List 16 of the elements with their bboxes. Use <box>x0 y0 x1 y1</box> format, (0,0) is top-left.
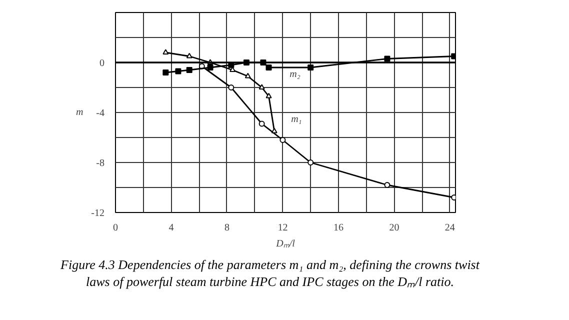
x-axis-title: Dₘ/l <box>275 238 296 250</box>
annotation: m₂ <box>290 69 301 80</box>
x-tick-label: 16 <box>333 222 344 234</box>
x-tick-label: 24 <box>444 222 455 234</box>
x-tick-label: 20 <box>389 222 400 234</box>
x-tick-label: 12 <box>278 222 288 234</box>
y-tick-label: -8 <box>96 158 105 169</box>
y-tick-label: 0 <box>100 58 104 69</box>
x-tick-label: 4 <box>168 222 174 234</box>
text: Figure 4.3 Dependencies of the parameters m₁ and m₂, defining the crowns twist laws of powerful steam turbine HPC and IPC stages on the Dₘ/l ratio. <box>60 257 480 291</box>
annotation: m₁ <box>291 114 302 125</box>
y-tick-label: -4 <box>96 108 105 119</box>
x-tick-label: 0 <box>113 222 118 234</box>
y-axis-title: m <box>76 107 84 118</box>
x-tick-label: 8 <box>224 222 230 234</box>
y-tick-label: -12 <box>91 208 105 219</box>
